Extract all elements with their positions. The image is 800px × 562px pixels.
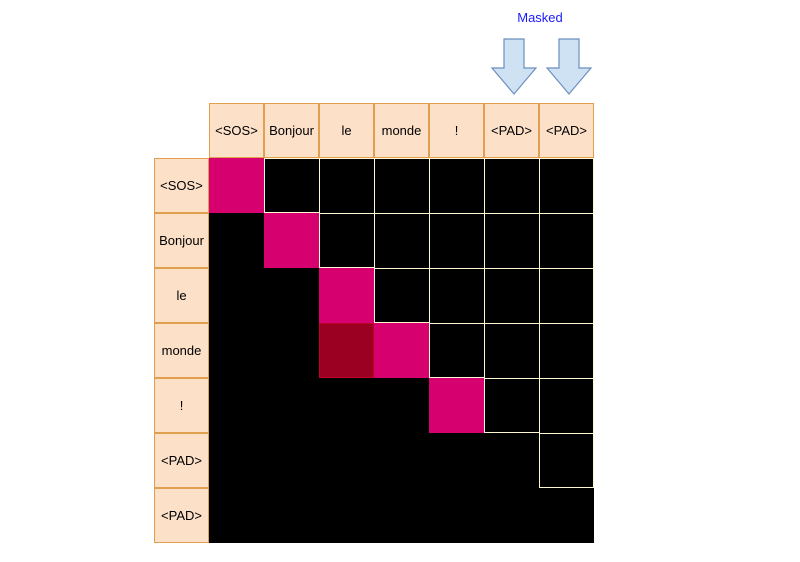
row-header: le [154, 268, 209, 323]
masked-cell-future [429, 158, 484, 213]
row-header: <PAD> [154, 433, 209, 488]
row-header: <SOS> [154, 158, 209, 213]
column-header: monde [374, 103, 429, 158]
masked-cell-future [484, 378, 539, 433]
masked-cell-pad [209, 323, 264, 378]
masked-cell-future [319, 213, 374, 268]
masked-cell-future [264, 158, 319, 213]
masked-cell-pad [429, 488, 484, 543]
masked-cell-pad [264, 488, 319, 543]
masked-cell-future [429, 268, 484, 323]
masked-cell-pad [374, 488, 429, 543]
masked-cell-future [374, 158, 429, 213]
masked-cell-pad [319, 488, 374, 543]
masked-cell-future [539, 268, 594, 323]
attention-cell-diagonal [319, 268, 374, 323]
masked-cell-pad [264, 268, 319, 323]
masked-cell-pad [374, 433, 429, 488]
row-header: monde [154, 323, 209, 378]
masked-cell-future [539, 213, 594, 268]
masked-cell-future [484, 158, 539, 213]
attention-cell-diagonal [374, 323, 429, 378]
masked-cell-future [484, 213, 539, 268]
masked-cell-future [539, 433, 594, 488]
masked-cell-pad [264, 323, 319, 378]
masked-cell-future [374, 268, 429, 323]
masked-cell-future [429, 213, 484, 268]
masked-cell-pad [319, 378, 374, 433]
masked-cell-future [429, 323, 484, 378]
masked-cell-future [539, 158, 594, 213]
column-header: <PAD> [484, 103, 539, 158]
masked-cell-future [374, 213, 429, 268]
masked-cell-pad [319, 433, 374, 488]
masked-cell-future [319, 158, 374, 213]
masked-cell-pad [484, 488, 539, 543]
masked-cell-pad [209, 433, 264, 488]
masked-cell-pad [209, 488, 264, 543]
column-header: <SOS> [209, 103, 264, 158]
masked-cell-future [484, 268, 539, 323]
row-header: Bonjour [154, 213, 209, 268]
attention-cell-diagonal [264, 213, 319, 268]
column-header: ! [429, 103, 484, 158]
row-header: <PAD> [154, 488, 209, 543]
masked-cell-pad [209, 268, 264, 323]
masked-cell-future [539, 323, 594, 378]
column-header: le [319, 103, 374, 158]
masked-label: Masked [517, 10, 563, 25]
masked-cell-future [539, 378, 594, 433]
masked-cell-pad [209, 213, 264, 268]
down-arrow-icon [545, 38, 593, 95]
masked-cell-pad [484, 433, 539, 488]
column-header: Bonjour [264, 103, 319, 158]
attention-cell-diagonal [209, 158, 264, 213]
masked-cell-pad [209, 378, 264, 433]
attention-cell-highlight [319, 323, 374, 378]
masked-cell-pad [374, 378, 429, 433]
masked-cell-pad [264, 378, 319, 433]
masked-cell-future [484, 323, 539, 378]
masked-cell-pad [429, 433, 484, 488]
attention-cell-diagonal [429, 378, 484, 433]
row-header: ! [154, 378, 209, 433]
column-header: <PAD> [539, 103, 594, 158]
masked-cell-pad [539, 488, 594, 543]
down-arrow-icon [490, 38, 538, 95]
masked-cell-pad [264, 433, 319, 488]
